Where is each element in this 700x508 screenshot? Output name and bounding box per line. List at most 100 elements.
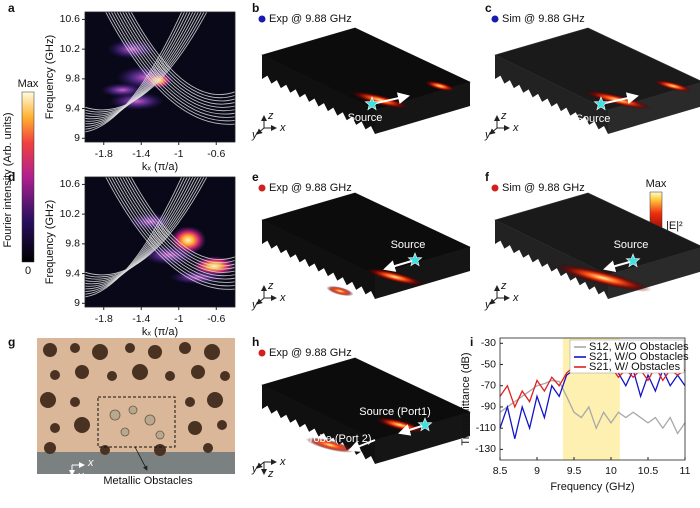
legend-text: Exp @ 9.88 GHz xyxy=(269,182,352,194)
x-tick-label: 10 xyxy=(605,465,617,477)
axis-letter: x xyxy=(279,292,286,304)
axis-letter: z xyxy=(267,468,274,480)
slab-front xyxy=(495,220,608,299)
axis-letter: x xyxy=(87,457,94,469)
x-tick-label: -1.8 xyxy=(95,313,113,325)
panel-label: c xyxy=(485,1,492,15)
colorbar-max: Max xyxy=(18,78,39,90)
band-curve xyxy=(124,177,235,267)
y-tick-label: 10.6 xyxy=(60,13,81,25)
band-curve xyxy=(119,177,235,273)
legend-text: Exp @ 9.88 GHz xyxy=(269,13,352,25)
source-label: Source xyxy=(614,239,649,251)
band-curve xyxy=(85,177,199,282)
panel-label: e xyxy=(252,170,259,184)
band-curve xyxy=(122,177,235,270)
y-tick-label: -90 xyxy=(481,401,496,413)
band-curve xyxy=(85,177,208,276)
x-tick-label: 8.5 xyxy=(493,465,508,477)
photo xyxy=(37,338,235,474)
slab-front xyxy=(262,55,375,134)
axis-letter: x xyxy=(279,456,286,468)
series-line xyxy=(499,379,686,435)
y-axis-label: Frequency (GHz) xyxy=(44,200,56,284)
panel-label: d xyxy=(8,170,15,184)
x-tick-label: -1 xyxy=(174,313,183,325)
panel-label: b xyxy=(252,1,259,15)
x-axis-label: kₓ (π/a) xyxy=(142,161,178,173)
y-tick-label: 9 xyxy=(74,132,80,144)
legend-marker xyxy=(491,184,499,192)
colorbar-label: |E|² xyxy=(666,220,683,232)
intensity-blob xyxy=(170,226,207,255)
slab-front xyxy=(495,55,608,134)
y-tick-label: -70 xyxy=(481,380,496,392)
x-tick-label: -0.6 xyxy=(207,148,225,160)
band-curve xyxy=(85,12,199,117)
x-tick-label: 9 xyxy=(534,465,540,477)
band-curve xyxy=(124,12,235,102)
y-tick-label: 9.8 xyxy=(65,238,80,250)
field-glow xyxy=(365,268,425,286)
panel-label: i xyxy=(470,335,473,349)
legend-text: Sim @ 9.88 GHz xyxy=(502,13,585,25)
x-axis-label: Frequency (GHz) xyxy=(550,481,634,493)
band-curve xyxy=(105,177,235,290)
band-curve xyxy=(110,12,235,118)
band-curve xyxy=(85,12,183,133)
slab-side xyxy=(608,82,700,134)
plot-frame xyxy=(84,176,236,308)
band-curve xyxy=(130,12,235,95)
band-curve xyxy=(85,12,185,130)
source-arrow xyxy=(383,259,416,272)
field-glow xyxy=(326,285,354,297)
panel-label: f xyxy=(485,170,490,184)
band-curve xyxy=(130,177,235,260)
y-tick-label: -130 xyxy=(475,443,496,455)
source-star xyxy=(364,96,380,111)
y-tick-label: -50 xyxy=(481,358,496,370)
axis-letter: y xyxy=(484,129,492,141)
axis-letter: y xyxy=(251,463,259,475)
slab-front xyxy=(262,385,375,464)
field-glow xyxy=(653,79,693,93)
source-label: Source xyxy=(576,113,611,125)
source-label: Source xyxy=(391,239,426,251)
legend-marker xyxy=(491,15,499,23)
source-star xyxy=(625,253,641,268)
x-tick-label: 9.5 xyxy=(567,465,582,477)
axis-arrow xyxy=(256,461,265,469)
band-curve xyxy=(85,12,208,111)
band-curve xyxy=(85,12,191,125)
band-curve xyxy=(113,12,235,115)
x-tick-label: 10.5 xyxy=(638,465,659,477)
band-curve xyxy=(85,177,197,285)
slab-side xyxy=(375,247,470,299)
axis-letter: z xyxy=(500,110,507,122)
colorbar-max: Max xyxy=(646,178,667,190)
x-tick-label: -1.4 xyxy=(132,148,150,160)
axis-letter: y xyxy=(484,299,492,311)
band-curve xyxy=(127,12,235,99)
y-tick-label: 10.2 xyxy=(60,208,81,220)
axis-letter: x xyxy=(512,292,519,304)
field-glow xyxy=(424,80,456,92)
axis-letter: y xyxy=(77,470,85,482)
heatmap xyxy=(85,177,235,307)
plot-frame xyxy=(499,337,686,461)
probe-arrow xyxy=(348,439,376,452)
x-tick-label: -1.4 xyxy=(132,313,150,325)
band-curve xyxy=(85,177,194,287)
band-curve xyxy=(85,12,188,127)
band-curve xyxy=(127,177,235,264)
band-curve xyxy=(85,177,185,295)
panel-label: g xyxy=(8,335,15,349)
band-curve xyxy=(116,12,235,112)
band-curve xyxy=(113,177,235,280)
y-tick-label: -110 xyxy=(476,422,496,434)
axis-arrow xyxy=(489,127,498,135)
y-tick-label: 10.2 xyxy=(60,43,81,55)
axis-arrow xyxy=(489,297,498,305)
legend-text: Exp @ 9.88 GHz xyxy=(269,347,352,359)
